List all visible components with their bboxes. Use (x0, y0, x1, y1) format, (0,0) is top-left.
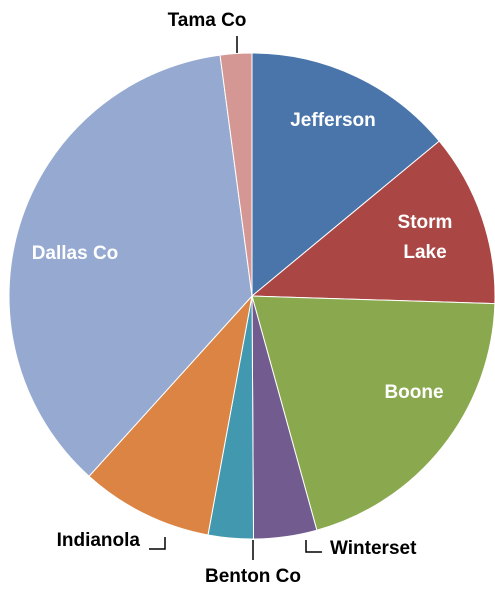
pie-slices (9, 53, 495, 539)
slice-label-jefferson: Jefferson (290, 110, 376, 131)
slice-label-winterset: Winterset (330, 538, 417, 559)
slice-label-indianola: Indianola (57, 530, 141, 551)
slice-label-boone: Boone (384, 382, 443, 403)
leader-line-indianola (149, 537, 165, 549)
leader-line-winterset (306, 540, 322, 552)
slice-label-benton-co: Benton Co (205, 566, 301, 587)
slice-label-tama-co: Tama Co (168, 10, 247, 31)
slice-label-dallas-co: Dallas Co (32, 243, 119, 264)
